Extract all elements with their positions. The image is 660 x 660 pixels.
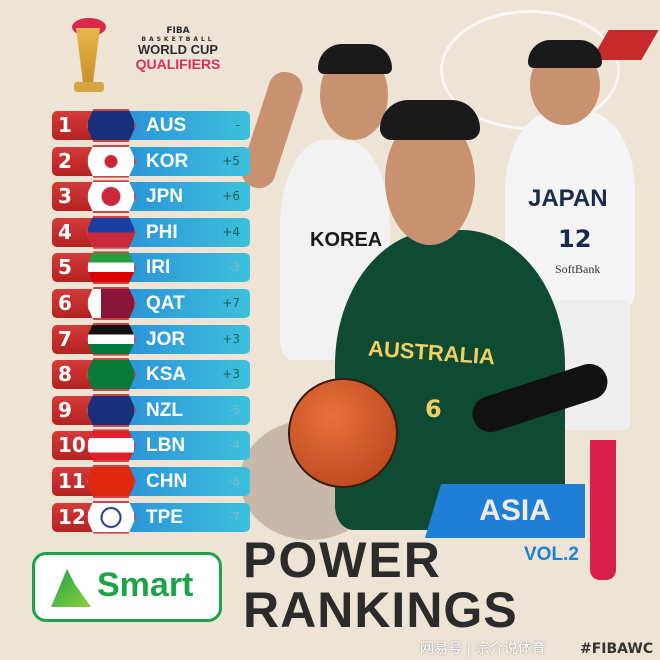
ranking-row: 12 TPE -7 [52,500,250,534]
ranking-row: 2 KOR +5 [52,144,250,178]
rank-change: +3 [222,331,240,346]
philippines-flag-icon [86,215,136,249]
jordan-flag-icon [86,322,136,356]
team-code: JPN [146,186,183,208]
ranking-row: 4 PHI +4 [52,215,250,249]
australia-flag-icon [86,109,136,142]
team-code: QAT [146,293,185,314]
team-code: IRI [146,257,171,279]
team-code: LBN [146,435,186,457]
rank-change: -7 [228,509,240,524]
rank-change: +4 [222,224,240,239]
rank-change: +3 [222,367,240,382]
region-label: ASIA [479,494,551,527]
team-code: AUS [146,115,187,136]
qatar-flag-icon [86,287,136,320]
south-korea-flag-icon [86,144,136,178]
iran-flag-icon [86,251,136,285]
smart-logo-text: Smart [97,566,194,604]
basketball [288,378,398,488]
ranking-row: 3 JPN +6 [52,180,250,214]
fiba-logo-text: FIBA [166,26,190,36]
team-code: CHN [146,471,188,492]
ranking-row: 8 KSA +3 [52,358,250,392]
lebanon-flag-icon [86,429,136,463]
ranking-row: 6 QAT +7 [52,287,250,320]
new-zealand-flag-icon [86,393,136,427]
chinese-taipei-flag-icon [86,500,136,534]
smart-logo-icon [51,569,91,607]
japan-jersey-sponsor: SoftBank [555,262,601,276]
title-rankings: RANKINGS [243,582,518,638]
australia-jersey-number: 6 [425,395,442,423]
ranking-row: 10 LBN -4 [52,429,250,463]
team-code: TPE [146,506,183,528]
japan-flag-icon [86,180,136,214]
rank-change: +6 [222,189,240,204]
rank-change: - [235,118,240,132]
team-code: KOR [146,150,189,172]
japan-jersey-text: JAPAN [528,185,608,212]
basketball-text: BASKETBALL [141,36,215,43]
china-flag-icon [86,465,136,498]
saudi-arabia-flag-icon [86,358,136,392]
title-power: POWER [243,532,442,588]
ranking-row: 9 NZL -5 [52,393,250,427]
fiba-wcq-logo: FIBA BASKETBALL WORLD CUP QUALIFIERS [128,26,228,72]
ranking-row: 7 JOR +3 [52,322,250,356]
watermark: 网易号 | 宗介说体育 [420,641,546,657]
japan-jersey-number: 12 [558,225,592,253]
team-code: NZL [146,399,183,421]
volume-label: VOL.2 [524,544,579,565]
ranking-row: 11 CHN -8 [52,465,250,498]
team-code: KSA [146,364,187,386]
team-code: PHI [146,221,178,243]
smart-sponsor-logo: Smart [32,552,222,622]
rank-change: -5 [228,402,240,417]
world-cup-trophy-logo [68,18,108,96]
region-banner: ASIA [425,484,585,538]
rank-change: -8 [228,474,240,488]
rank-change: +7 [222,296,240,310]
qualifiers-text: QUALIFIERS [135,56,221,72]
rank-change: -4 [228,438,240,453]
hashtag: #FIBAWC [580,641,654,657]
world-cup-text: WORLD CUP [137,42,219,57]
ranking-row: 5 IRI -3 [52,251,250,285]
rank-change: +5 [222,153,240,168]
team-code: JOR [146,328,186,350]
red-accent-stripe [590,440,616,580]
ranking-row: 1 AUS - [52,109,250,142]
korea-jersey-text: KOREA [310,229,383,251]
rank-change: -3 [228,260,240,275]
